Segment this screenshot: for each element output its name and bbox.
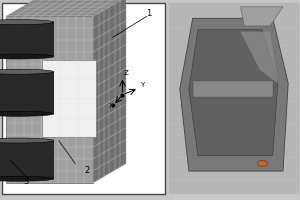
Text: 1: 1	[146, 9, 151, 18]
Polygon shape	[6, 0, 126, 16]
Polygon shape	[93, 0, 126, 183]
Bar	[193, 81, 273, 97]
Bar	[0, 72, 54, 114]
Bar	[2, 3, 165, 194]
Bar	[0, 22, 54, 56]
Polygon shape	[241, 7, 283, 26]
Ellipse shape	[257, 160, 267, 166]
Ellipse shape	[0, 69, 54, 74]
Text: 2: 2	[84, 166, 89, 175]
Ellipse shape	[0, 176, 54, 181]
Polygon shape	[6, 16, 93, 183]
Polygon shape	[189, 30, 278, 156]
Ellipse shape	[0, 54, 54, 59]
Text: Y: Y	[140, 82, 144, 88]
Bar	[169, 3, 298, 194]
Polygon shape	[42, 60, 96, 137]
Polygon shape	[180, 18, 288, 171]
Text: X: X	[109, 103, 113, 109]
Ellipse shape	[0, 20, 54, 25]
Text: Z: Z	[124, 70, 128, 76]
Bar	[0, 141, 54, 179]
Ellipse shape	[0, 111, 54, 116]
Text: 3: 3	[23, 177, 29, 186]
Polygon shape	[241, 32, 278, 83]
Ellipse shape	[0, 138, 54, 143]
